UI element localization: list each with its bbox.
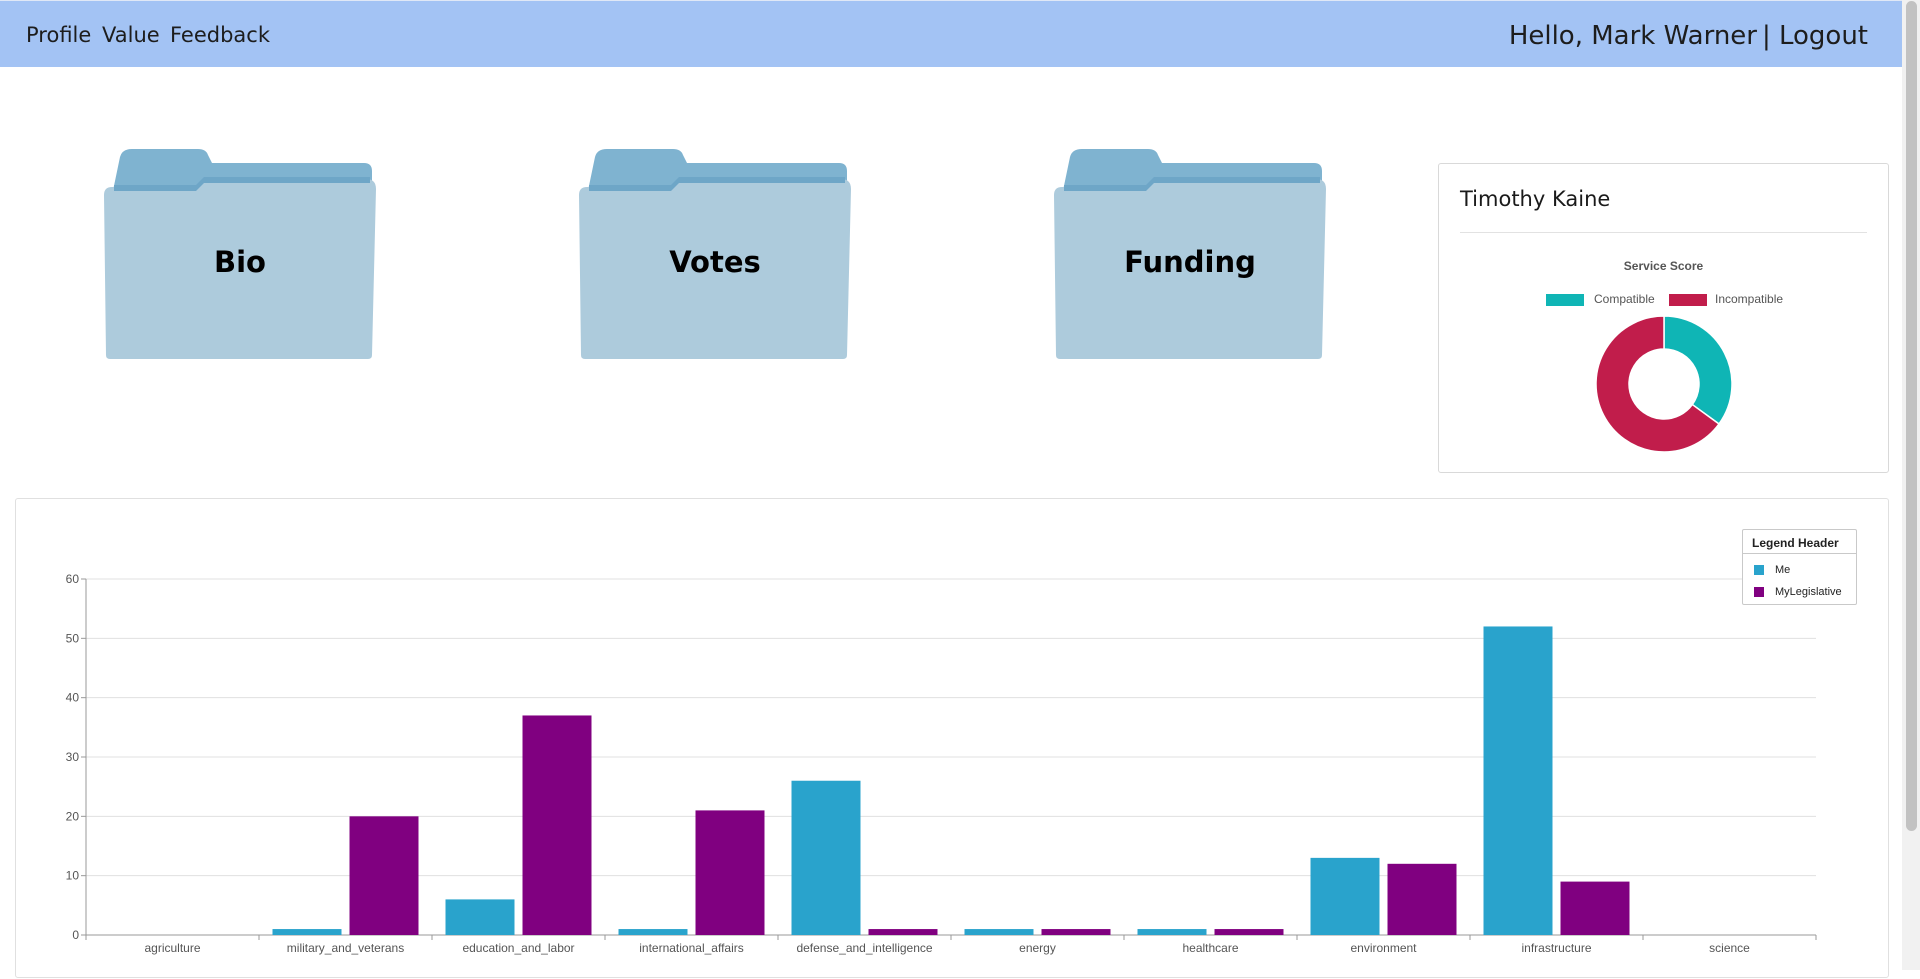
x-tick-label: energy: [1019, 941, 1056, 955]
legislator-name: Timothy Kaine: [1460, 187, 1611, 211]
y-tick-label: 50: [66, 631, 80, 645]
x-tick-label: defense_and_intelligence: [796, 941, 932, 955]
bar-mylegislative-education_and_labor[interactable]: [522, 715, 592, 935]
comparison-chart-card: 0 10 20 30 40 50 60 agriculture military_and_vet…: [15, 498, 1889, 978]
logout-link[interactable]: | Logout: [1761, 21, 1868, 51]
bar-chart-legend: Legend Header Me MyLegislative: [1742, 529, 1857, 605]
bar-me-environment[interactable]: [1310, 857, 1380, 935]
x-tick-label: international_affairs: [639, 941, 744, 955]
legend-swatch-compatible[interactable]: [1546, 294, 1584, 306]
bio-folder[interactable]: Bio: [80, 115, 400, 407]
folder-label-votes: Votes: [669, 245, 761, 279]
nav-feedback-link[interactable]: Feedback: [170, 23, 271, 47]
legend-swatch-incompatible[interactable]: [1669, 294, 1707, 306]
bar-me-international_affairs[interactable]: [618, 929, 688, 935]
x-tick-label: environment: [1350, 941, 1417, 955]
legend-swatch-me: [1754, 565, 1764, 575]
y-tick-label: 10: [66, 869, 80, 883]
legislator-score-card: Timothy Kaine Service Score Compatible I…: [1438, 163, 1889, 473]
category-bar-chart: 0 10 20 30 40 50 60 agriculture military_and_vet…: [66, 572, 1817, 955]
bar-mylegislative-environment[interactable]: [1387, 863, 1457, 935]
x-tick-label: agriculture: [144, 941, 200, 955]
funding-folder[interactable]: Funding: [1030, 115, 1350, 407]
top-navbar: Profile Value Feedback Hello, Mark Warne…: [0, 0, 1902, 67]
bar-mylegislative-international_affairs[interactable]: [695, 810, 765, 935]
folder-label-bio: Bio: [214, 245, 266, 279]
legend-divider: [1743, 553, 1856, 554]
x-tick-label: education_and_labor: [462, 941, 574, 955]
y-tick-label: 60: [66, 572, 80, 586]
user-greeting: Hello, Mark Warner: [1508, 21, 1757, 51]
legend-header: Legend Header: [1752, 536, 1839, 550]
folder-icon: [104, 149, 376, 359]
y-tick-label: 20: [66, 809, 80, 823]
bar-me-infrastructure[interactable]: [1483, 626, 1553, 935]
legend-label-compatible[interactable]: Compatible: [1594, 292, 1655, 306]
nav-value-link[interactable]: Value: [102, 23, 160, 47]
donut-slice-incompatible[interactable]: [1595, 315, 1721, 453]
y-tick-label: 0: [72, 928, 79, 942]
bar-mylegislative-healthcare[interactable]: [1214, 929, 1284, 935]
bar-mylegislative-energy[interactable]: [1041, 929, 1111, 935]
folder-icon: [1054, 149, 1326, 359]
x-tick-label: healthcare: [1182, 941, 1238, 955]
card-divider: [1460, 232, 1867, 233]
y-tick-label: 40: [66, 691, 80, 705]
x-tick-label: science: [1709, 941, 1750, 955]
legend-label-mylegislative: MyLegislative: [1775, 586, 1842, 598]
folder-label-funding: Funding: [1124, 245, 1256, 279]
donut-legend: Compatible Incompatible: [1439, 292, 1888, 308]
y-tick-label: 30: [66, 750, 80, 764]
bar-me-healthcare[interactable]: [1137, 929, 1207, 935]
x-tick-label: military_and_veterans: [287, 941, 404, 955]
x-tick-label: infrastructure: [1521, 941, 1591, 955]
donut-slice-compatible[interactable]: [1663, 315, 1733, 426]
page-scrollbar[interactable]: [1902, 0, 1920, 970]
nav-profile-link[interactable]: Profile: [26, 23, 92, 47]
bar-mylegislative-infrastructure[interactable]: [1560, 881, 1630, 935]
legend-label-incompatible[interactable]: Incompatible: [1715, 292, 1784, 306]
legend-swatch-mylegislative: [1754, 587, 1764, 597]
bar-me-military_and_veterans[interactable]: [272, 929, 342, 935]
bar-me-education_and_labor[interactable]: [445, 899, 515, 935]
folder-icon: [579, 149, 851, 359]
bar-me-energy[interactable]: [964, 929, 1034, 935]
scrollbar-thumb[interactable]: [1906, 1, 1917, 831]
legend-label-me: Me: [1775, 564, 1791, 576]
bar-mylegislative-defense_and_intelligence[interactable]: [868, 929, 938, 935]
votes-folder[interactable]: Votes: [555, 115, 875, 407]
bar-me-defense_and_intelligence[interactable]: [791, 780, 861, 935]
donut-chart-title: Service Score: [1623, 259, 1704, 273]
bar-mylegislative-military_and_veterans[interactable]: [349, 816, 419, 935]
